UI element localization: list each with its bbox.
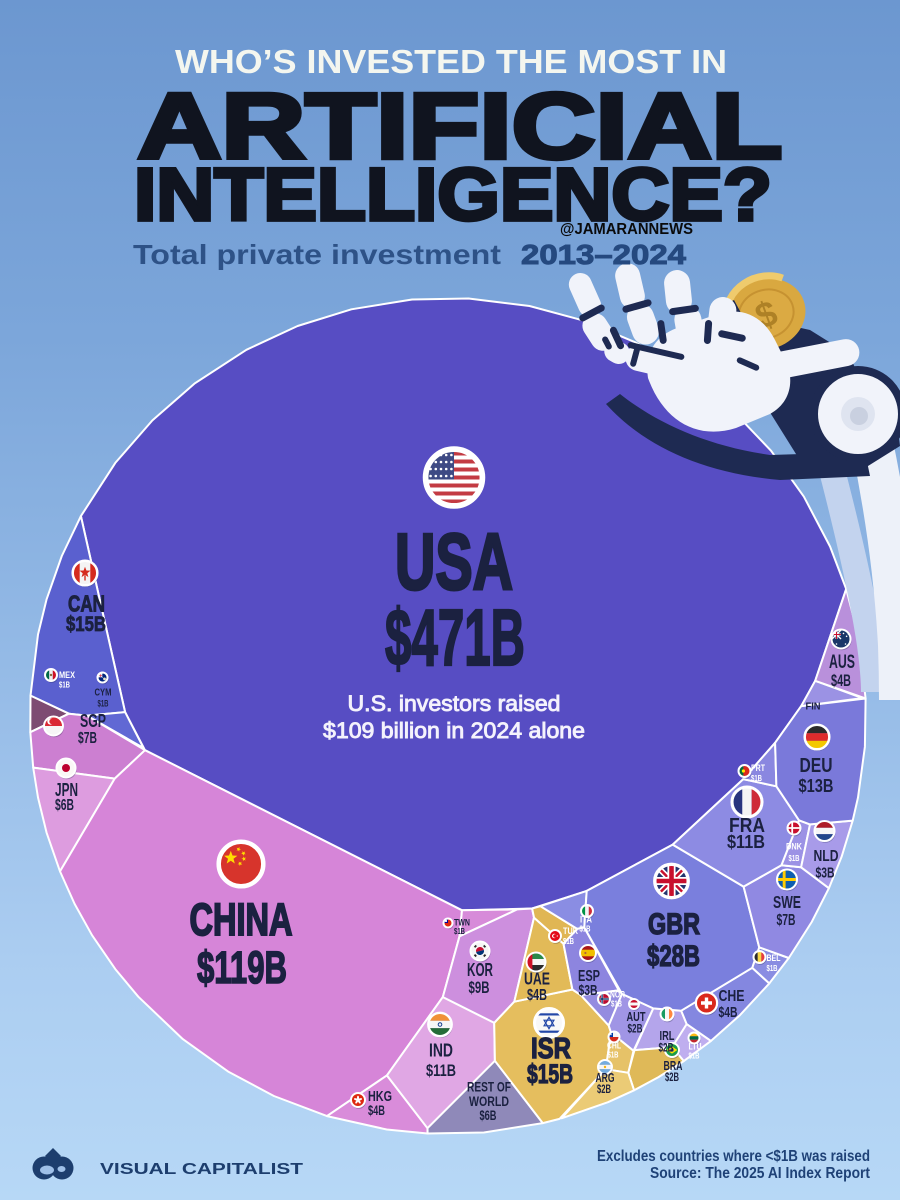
svg-text:FIN: FIN <box>806 702 821 713</box>
svg-text:$1B: $1B <box>59 680 70 690</box>
svg-text:$4B: $4B <box>368 1103 385 1118</box>
svg-text:AUT: AUT <box>627 1009 646 1024</box>
svg-text:SGP: SGP <box>80 711 106 731</box>
svg-text:$4B: $4B <box>527 987 547 1004</box>
svg-text:DEU: DEU <box>800 755 833 777</box>
svg-text:ITA: ITA <box>580 915 592 926</box>
svg-text:$28B: $28B <box>647 940 700 973</box>
svg-text:VISUAL CAPITALIST: VISUAL CAPITALIST <box>100 1161 304 1178</box>
svg-text:$1B: $1B <box>608 1050 619 1060</box>
svg-text:LTU: LTU <box>689 1042 702 1052</box>
svg-text:CHL: CHL <box>607 1041 621 1052</box>
svg-text:CHE: CHE <box>719 988 745 1005</box>
svg-text:@JAMARANNEWS: @JAMARANNEWS <box>560 221 693 238</box>
svg-text:CAN: CAN <box>68 591 105 617</box>
svg-text:$7B: $7B <box>777 912 796 929</box>
svg-text:$1B: $1B <box>98 699 109 709</box>
svg-text:DNK: DNK <box>786 842 802 853</box>
svg-text:$1B: $1B <box>454 926 465 936</box>
svg-text:Excludes countries where <$1B: Excludes countries where <$1B was raised <box>597 1148 870 1165</box>
svg-text:$11B: $11B <box>727 831 765 852</box>
svg-text:CHINA: CHINA <box>190 894 293 945</box>
svg-text:$1B: $1B <box>563 936 574 946</box>
svg-text:$6B: $6B <box>480 1108 497 1123</box>
svg-text:$3B: $3B <box>579 982 598 999</box>
svg-text:$11B: $11B <box>426 1062 456 1080</box>
svg-text:INTELLIGENCE?: INTELLIGENCE? <box>134 153 772 236</box>
svg-text:ARG: ARG <box>596 1071 615 1085</box>
svg-text:ISR: ISR <box>531 1033 571 1065</box>
svg-text:$6B: $6B <box>55 797 74 814</box>
svg-text:TUR: TUR <box>563 926 578 937</box>
svg-text:$15B: $15B <box>66 613 106 636</box>
svg-text:KOR: KOR <box>467 960 493 980</box>
svg-text:UAE: UAE <box>524 969 550 989</box>
svg-text:FRA: FRA <box>729 815 765 837</box>
svg-text:NLD: NLD <box>814 848 839 865</box>
svg-text:$4B: $4B <box>831 671 851 690</box>
svg-text:$1B: $1B <box>767 963 778 973</box>
svg-text:$1B: $1B <box>580 924 591 934</box>
svg-text:BRA: BRA <box>664 1059 683 1073</box>
svg-text:HKG: HKG <box>368 1089 392 1105</box>
svg-text:$1B: $1B <box>789 853 800 863</box>
svg-text:$2B: $2B <box>597 1084 611 1096</box>
svg-text:Total private investment: Total private investment <box>133 239 501 270</box>
svg-text:MEX: MEX <box>59 670 76 681</box>
svg-text:AUS: AUS <box>829 652 855 673</box>
svg-text:PRT: PRT <box>751 763 765 774</box>
svg-text:WHO’S INVESTED THE MOST IN: WHO’S INVESTED THE MOST IN <box>175 43 727 80</box>
svg-text:$1B: $1B <box>689 1051 700 1061</box>
svg-text:IRL: IRL <box>660 1028 675 1043</box>
svg-text:WORLD: WORLD <box>469 1094 509 1109</box>
svg-text:$13B: $13B <box>799 775 834 796</box>
svg-text:USA: USA <box>395 517 513 606</box>
svg-text:$1B: $1B <box>611 999 622 1009</box>
svg-text:GBR: GBR <box>648 908 700 941</box>
svg-text:$9B: $9B <box>469 979 490 997</box>
svg-text:$7B: $7B <box>78 730 97 747</box>
svg-text:BEL: BEL <box>767 953 781 964</box>
svg-text:REST OF: REST OF <box>467 1080 511 1095</box>
svg-text:2013–2024: 2013–2024 <box>521 239 686 270</box>
svg-text:$1B: $1B <box>751 773 762 783</box>
svg-text:ARTIFICIAL: ARTIFICIAL <box>138 74 783 178</box>
svg-text:Source: The 2025 AI Index Repo: Source: The 2025 AI Index Report <box>650 1165 871 1182</box>
svg-text:$4B: $4B <box>719 1004 738 1021</box>
svg-text:$15B: $15B <box>527 1059 573 1089</box>
svg-text:ESP: ESP <box>578 968 600 985</box>
svg-text:JPN: JPN <box>55 780 78 800</box>
svg-text:U.S. investors raised: U.S. investors raised <box>348 691 561 716</box>
svg-text:$119B: $119B <box>197 942 287 993</box>
svg-text:NOR: NOR <box>610 990 625 1000</box>
svg-text:CYM: CYM <box>95 688 112 699</box>
svg-text:$2B: $2B <box>659 1041 674 1055</box>
svg-text:$2B: $2B <box>665 1072 679 1084</box>
svg-text:IND: IND <box>429 1041 453 1061</box>
svg-text:TWN: TWN <box>454 918 470 928</box>
svg-text:$471B: $471B <box>385 593 525 682</box>
svg-text:$109 billion in 2024 alone: $109 billion in 2024 alone <box>323 718 585 743</box>
svg-text:$2B: $2B <box>628 1022 643 1036</box>
svg-text:SWE: SWE <box>773 892 801 912</box>
svg-text:$3B: $3B <box>816 865 835 882</box>
